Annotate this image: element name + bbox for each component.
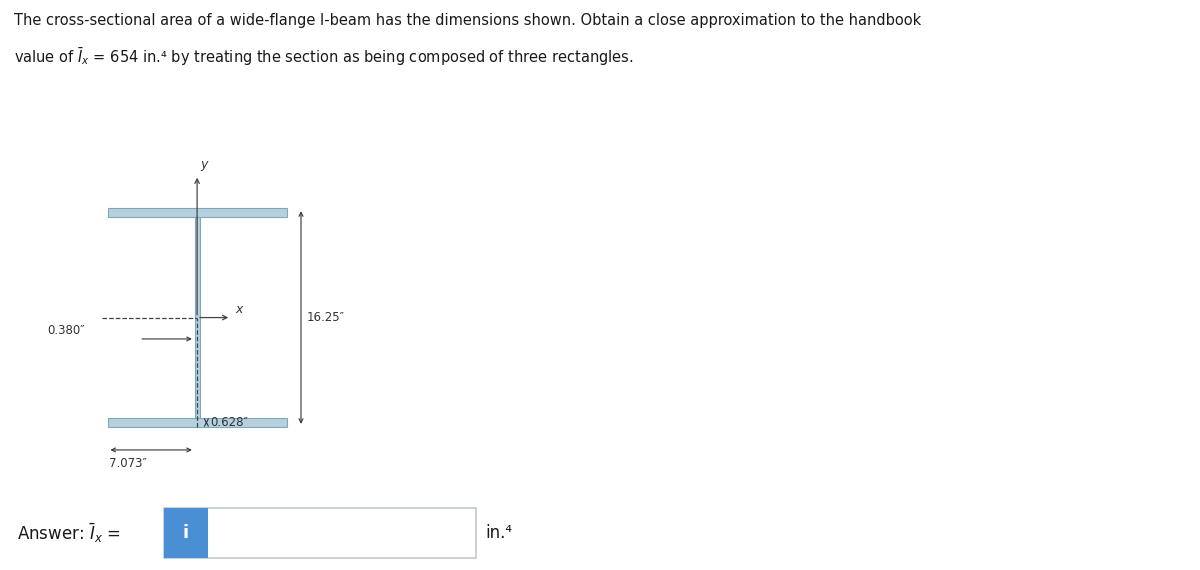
Text: The cross-sectional area of a wide-flange I-beam has the dimensions shown. Obtai: The cross-sectional area of a wide-flang…	[14, 13, 922, 27]
Bar	[108, 418, 287, 427]
Text: 0.380″: 0.380″	[48, 324, 85, 337]
Text: 0.628″: 0.628″	[210, 416, 247, 429]
Text: 7.073″: 7.073″	[109, 457, 146, 470]
Bar	[108, 209, 287, 217]
Text: i: i	[182, 524, 190, 542]
FancyBboxPatch shape	[164, 508, 476, 558]
Text: y: y	[200, 157, 208, 170]
Text: 16.25″: 16.25″	[307, 311, 344, 324]
Bar	[194, 217, 199, 418]
FancyBboxPatch shape	[164, 508, 208, 558]
Text: in.⁴: in.⁴	[485, 524, 512, 542]
Text: x: x	[235, 303, 242, 316]
Text: value of $\bar{I}_x$ = 654 in.⁴ by treating the section as being composed of thr: value of $\bar{I}_x$ = 654 in.⁴ by treat…	[14, 46, 634, 68]
Text: Answer: $\bar{I}_x$ =: Answer: $\bar{I}_x$ =	[17, 521, 121, 545]
